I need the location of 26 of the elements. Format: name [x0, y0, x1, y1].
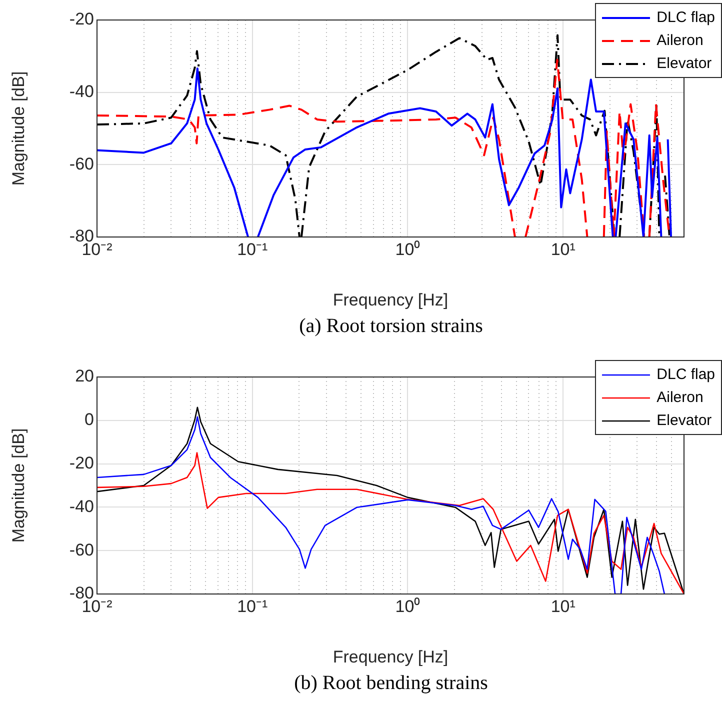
- legend-label: Elevator: [656, 55, 712, 72]
- y-axis-title: Magnitude [dB]: [8, 71, 28, 186]
- x-tick-label: 10¹: [550, 240, 576, 259]
- x-tick-label: 10⁻¹: [237, 596, 268, 616]
- legend-label: DLC flap: [656, 9, 715, 26]
- y-tick-label: -20: [69, 453, 94, 472]
- x-tick-label: 10⁻¹: [237, 240, 268, 259]
- text: (b) Root bending strains: [293, 672, 489, 696]
- legend-label: DLC flap: [656, 366, 715, 383]
- y-tick-label: 0: [84, 410, 94, 430]
- legend-label: Elevator: [656, 412, 712, 429]
- legend-label: Aileron: [656, 389, 704, 406]
- x-axis-title: Frequency [Hz]: [332, 647, 448, 666]
- y-tick-label: -20: [69, 10, 94, 29]
- y-tick-label: -40: [69, 82, 94, 102]
- x-tick-label: 10¹: [550, 596, 576, 616]
- y-tick-label: -60: [69, 540, 94, 560]
- y-tick-label: -40: [69, 496, 94, 516]
- y-axis-title: Magnitude [dB]: [8, 428, 28, 543]
- text: (a) Root torsion strains: [298, 315, 484, 339]
- x-axis-title: Frequency [Hz]: [332, 290, 448, 310]
- x-tick-label: 10⁰: [395, 596, 420, 616]
- y-tick-label: -60: [69, 154, 94, 174]
- legend-label: Aileron: [656, 32, 704, 49]
- x-tick-label: 10⁰: [395, 240, 420, 259]
- y-tick-label: 20: [75, 366, 94, 386]
